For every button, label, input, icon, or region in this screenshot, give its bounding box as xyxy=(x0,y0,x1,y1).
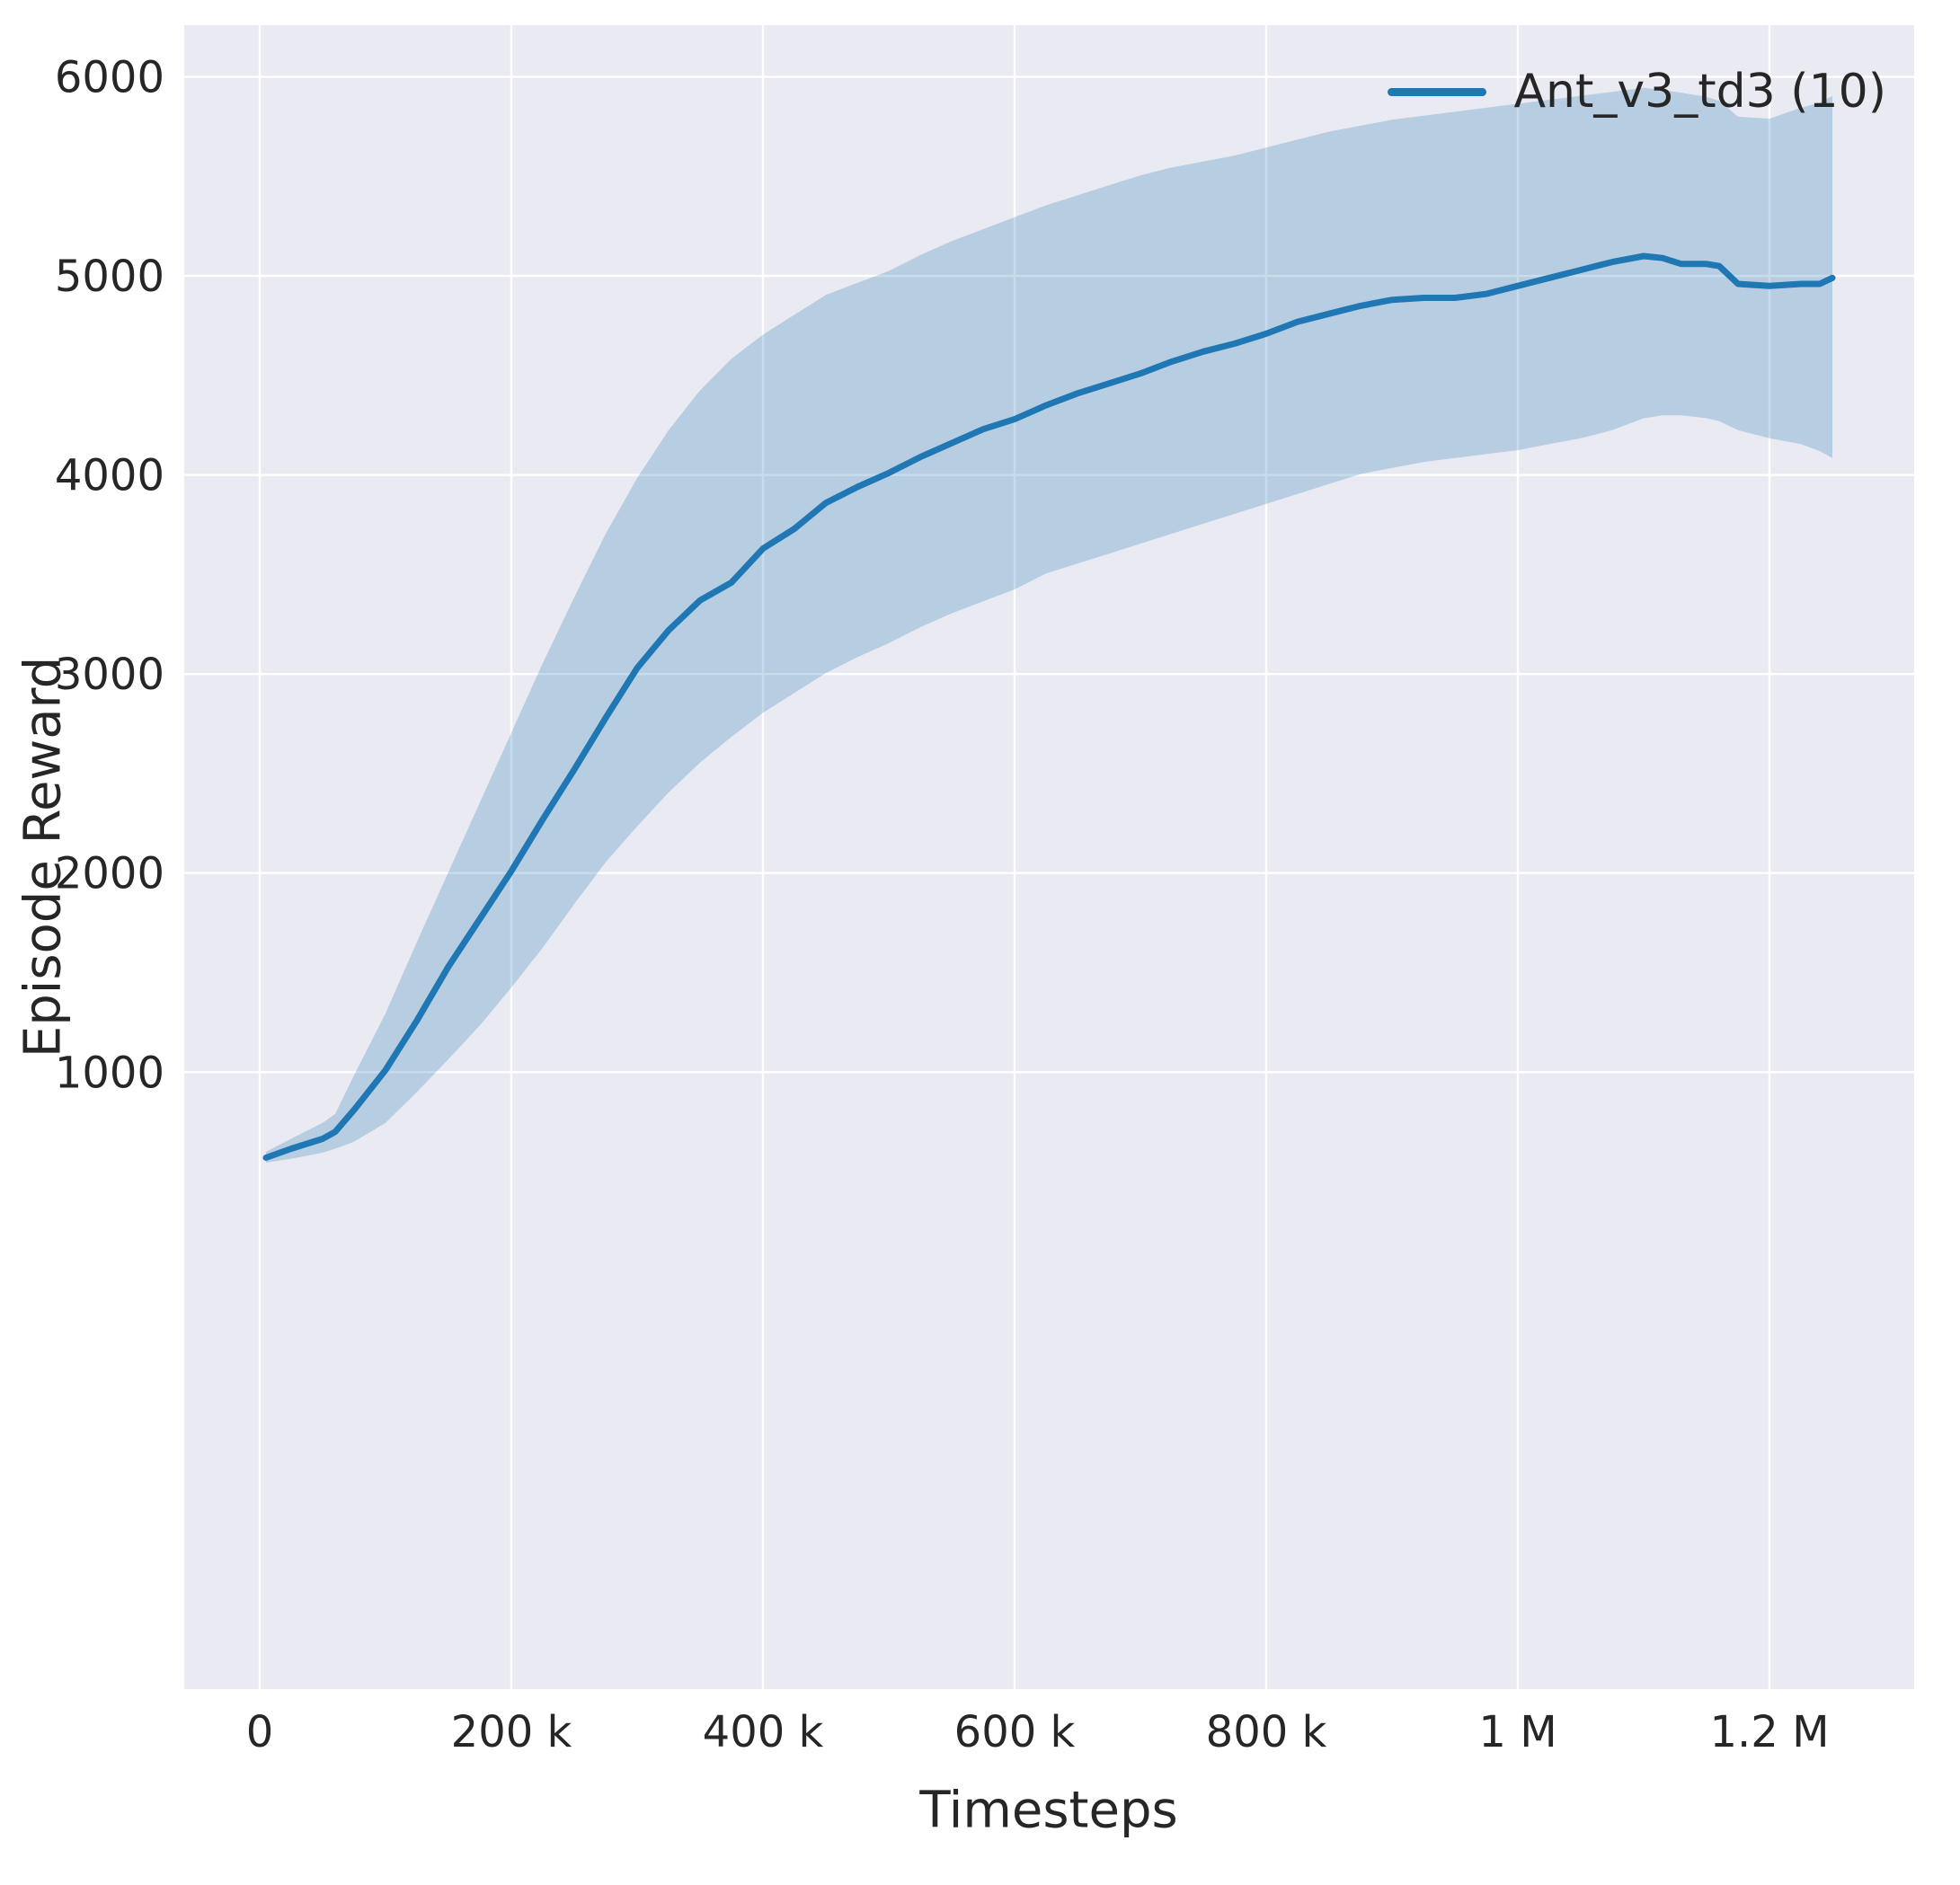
x-tick-label: 600 k xyxy=(954,1707,1076,1757)
x-axis-label: Timesteps xyxy=(919,1781,1178,1840)
mean-line xyxy=(262,252,1836,1161)
x-tick-label: 200 k xyxy=(451,1707,572,1757)
y-tick-label: 6000 xyxy=(55,53,164,103)
y-tick-label: 5000 xyxy=(55,252,164,302)
y-tick-label: 1000 xyxy=(55,1048,164,1098)
x-tick-label: 1.2 M xyxy=(1709,1707,1829,1757)
y-tick-label: 2000 xyxy=(55,849,164,899)
y-tick-label: 4000 xyxy=(55,451,164,501)
x-tick-label: 400 k xyxy=(703,1707,824,1757)
confidence-band xyxy=(266,87,1832,1164)
legend: Ant_v3_td3 (10) xyxy=(1388,65,1886,119)
y-axis-label: Episode Reward xyxy=(13,656,73,1058)
x-tick-label: 0 xyxy=(246,1707,274,1757)
y-tick-label: 3000 xyxy=(55,650,164,700)
legend-line-swatch xyxy=(1388,87,1487,96)
x-tick-label: 1 M xyxy=(1478,1707,1556,1757)
plot-area xyxy=(184,25,1914,1689)
legend-label: Ant_v3_td3 (10) xyxy=(1513,65,1886,119)
x-tick-label: 800 k xyxy=(1206,1707,1327,1757)
